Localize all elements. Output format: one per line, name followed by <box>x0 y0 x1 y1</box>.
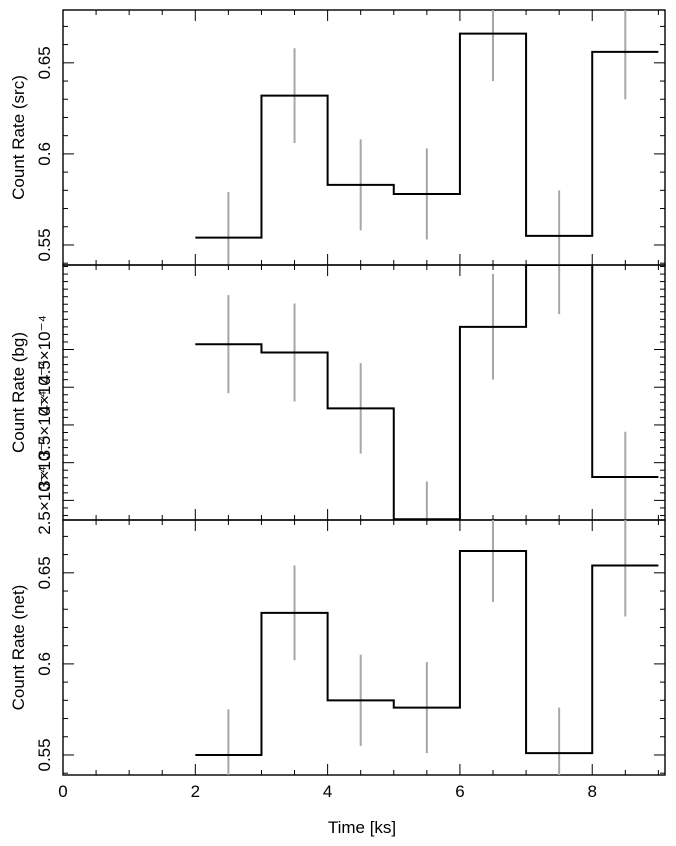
panel-2: 2.5×10⁻⁴3×10⁻⁴3.5×10⁻⁴4×10⁻⁴4.5×10⁻⁴ Coun… <box>9 264 666 535</box>
plot-frame <box>62 9 666 266</box>
data-layer <box>195 520 659 775</box>
data-layer <box>195 265 659 520</box>
y-tick-label: 3.5×10⁻⁴ <box>35 391 54 460</box>
y-axis-label: Count Rate (net) <box>9 585 28 711</box>
x-tick-label: 4 <box>323 782 332 801</box>
y-tick-label: 4.5×10⁻⁴ <box>35 315 54 384</box>
step-line <box>195 32 659 239</box>
x-tick-label: 2 <box>191 782 200 801</box>
step-line <box>195 265 659 520</box>
y-axis-label: Count Rate (src) <box>9 75 28 200</box>
y-tick-label: 0.55 <box>35 228 54 261</box>
y-axis-label: Count Rate (bg) <box>9 332 28 453</box>
data-layer <box>195 10 659 265</box>
y-tick-label: 3×10⁻⁴ <box>35 435 54 490</box>
x-axis-label: Time [ks] <box>328 818 396 837</box>
y-tick-label: 0.65 <box>35 556 54 589</box>
plot-frame <box>62 519 666 776</box>
y-tick-label: 0.65 <box>35 46 54 79</box>
y-tick-label: 2.5×10⁻⁴ <box>35 466 54 535</box>
y-tick-label: 0.6 <box>35 142 54 166</box>
x-tick-label: 6 <box>455 782 464 801</box>
y-tick-label: 0.6 <box>35 652 54 676</box>
y-tick-label: 4×10⁻⁴ <box>35 360 54 415</box>
panel-1: 0.55 0.6 0.65 Count Rate (src) <box>9 9 666 266</box>
x-tick-label: 8 <box>587 782 596 801</box>
panel-3: 0.55 0.6 0.65 Count Rate (net) <box>9 519 666 776</box>
x-tick-label: 0 <box>58 782 67 801</box>
plot-frame <box>62 264 666 521</box>
step-line <box>195 549 659 756</box>
y-tick-label: 0.55 <box>35 738 54 771</box>
